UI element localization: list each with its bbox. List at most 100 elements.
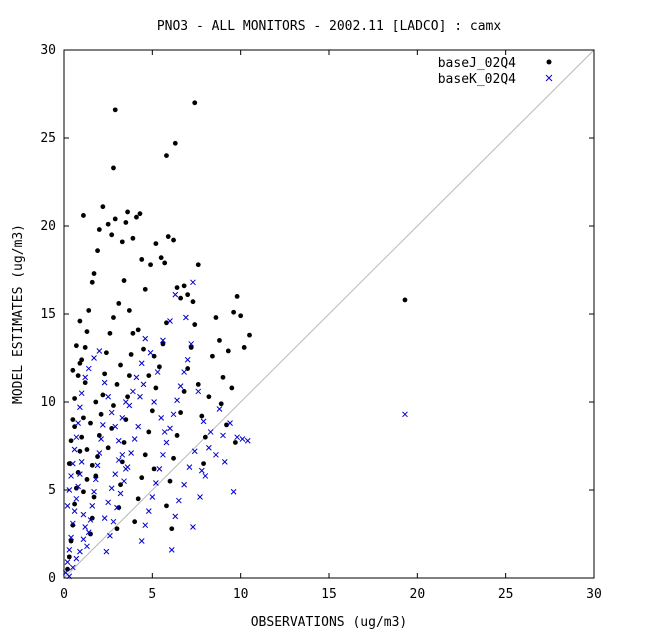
data-point-baseK xyxy=(206,444,212,451)
data-point-baseJ xyxy=(157,364,162,370)
data-point-baseK xyxy=(119,451,126,458)
data-point-baseK xyxy=(168,546,175,553)
data-point-baseK xyxy=(110,518,117,525)
data-point-baseJ xyxy=(77,318,83,324)
data-point-baseK xyxy=(135,423,142,430)
y-tick-label: 25 xyxy=(40,131,56,146)
data-point-baseK xyxy=(186,464,193,470)
one-to-one-line xyxy=(63,49,595,579)
data-point-baseK xyxy=(234,434,240,441)
data-point-baseJ xyxy=(201,461,206,466)
data-point-baseJ xyxy=(164,503,169,509)
data-point-baseK xyxy=(154,369,161,375)
data-point-baseJ xyxy=(142,452,148,458)
data-point-baseK xyxy=(167,425,173,432)
data-point-baseK xyxy=(73,555,80,562)
data-point-baseJ xyxy=(89,279,95,285)
data-point-baseJ xyxy=(247,332,252,338)
y-tick-label: 15 xyxy=(40,307,56,322)
legend: baseJ_02Q4 baseK_02Q4 xyxy=(438,56,553,87)
data-point-baseJ xyxy=(88,420,93,426)
data-point-baseJ xyxy=(82,380,88,386)
data-point-baseK xyxy=(107,532,113,539)
data-point-baseJ xyxy=(158,255,164,261)
data-point-baseK xyxy=(140,381,147,388)
data-point-baseJ xyxy=(121,440,127,445)
data-point-baseJ xyxy=(134,214,139,220)
data-point-baseJ xyxy=(128,352,134,357)
legend-marker-baseJ xyxy=(546,59,552,65)
data-point-baseK xyxy=(64,559,71,566)
data-point-baseK xyxy=(202,473,209,479)
data-point-baseJ xyxy=(79,434,85,440)
data-point-baseK xyxy=(124,464,131,470)
data-point-baseJ xyxy=(165,234,171,239)
x-ticks: 0 5 10 15 20 25 30 xyxy=(60,50,602,602)
data-point-baseK xyxy=(75,420,81,426)
data-point-baseK xyxy=(78,458,85,465)
data-point-baseJ xyxy=(66,461,72,466)
data-point-baseK xyxy=(91,488,97,495)
data-point-baseJ xyxy=(229,385,235,391)
data-point-baseK xyxy=(153,480,159,486)
data-point-baseK xyxy=(105,393,112,400)
data-point-baseJ xyxy=(123,220,129,225)
data-point-baseJ xyxy=(174,285,180,290)
data-point-baseJ xyxy=(86,308,92,313)
data-point-baseJ xyxy=(89,462,95,468)
data-point-baseK xyxy=(216,406,223,412)
data-point-baseJ xyxy=(91,494,97,500)
data-point-baseJ xyxy=(100,204,106,210)
data-point-baseJ xyxy=(119,239,125,245)
y-tick-label: 30 xyxy=(40,43,56,58)
data-point-baseJ xyxy=(188,345,194,350)
data-point-baseJ xyxy=(81,489,86,495)
data-point-baseK xyxy=(64,502,71,509)
data-point-baseJ xyxy=(146,429,152,435)
data-point-baseJ xyxy=(225,348,231,354)
data-point-baseJ xyxy=(84,329,90,334)
data-point-baseK xyxy=(112,423,119,430)
data-point-baseK xyxy=(98,436,104,442)
data-point-baseJ xyxy=(111,403,116,408)
data-point-baseK xyxy=(172,291,179,298)
data-point-baseJ xyxy=(195,382,201,387)
data-point-baseK xyxy=(172,513,179,520)
data-point-baseJ xyxy=(75,373,81,378)
x-tick-label: 0 xyxy=(60,587,68,602)
data-point-baseK xyxy=(190,524,196,530)
data-point-baseJ xyxy=(70,367,76,373)
data-point-baseK xyxy=(91,355,97,361)
y-tick-label: 10 xyxy=(40,395,56,410)
data-point-baseK xyxy=(181,369,187,375)
data-point-baseK xyxy=(71,446,78,453)
data-point-baseK xyxy=(85,365,92,372)
data-point-baseJ xyxy=(232,440,238,445)
series-baseK_02Q4 xyxy=(62,279,408,580)
y-tick-label: 20 xyxy=(40,219,56,234)
data-point-baseJ xyxy=(126,308,132,313)
data-point-baseJ xyxy=(199,413,205,419)
data-point-baseJ xyxy=(111,165,116,171)
data-point-baseK xyxy=(174,397,180,404)
data-point-baseJ xyxy=(84,447,90,452)
data-point-baseK xyxy=(244,437,251,444)
data-point-baseJ xyxy=(139,475,145,481)
data-point-baseK xyxy=(197,494,203,500)
data-point-baseJ xyxy=(206,394,212,400)
x-tick-label: 25 xyxy=(498,587,514,602)
data-point-baseJ xyxy=(178,410,184,415)
data-point-baseJ xyxy=(112,107,118,113)
data-point-baseK xyxy=(156,466,163,472)
data-point-baseJ xyxy=(192,100,198,106)
data-point-baseJ xyxy=(132,519,138,525)
data-point-baseK xyxy=(73,495,80,502)
data-point-baseK xyxy=(73,434,80,441)
data-point-baseK xyxy=(131,436,138,442)
data-point-baseK xyxy=(122,399,129,405)
data-point-baseJ xyxy=(139,257,145,262)
data-point-baseJ xyxy=(195,262,201,268)
data-point-baseK xyxy=(112,471,119,478)
data-point-baseK xyxy=(96,450,103,456)
